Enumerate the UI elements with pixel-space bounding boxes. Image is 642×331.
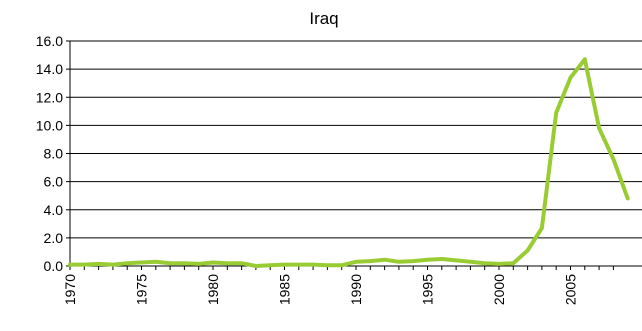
x-tick-label: 2005 — [563, 274, 579, 305]
y-tick-label: 10.0 — [36, 117, 63, 133]
y-tick-label: 8.0 — [44, 146, 64, 162]
y-tick-label: 6.0 — [44, 174, 64, 190]
chart-title: Iraq — [309, 9, 338, 28]
y-tick-label: 16.0 — [36, 33, 63, 49]
x-tick-label: 1990 — [348, 274, 364, 305]
x-tick-label: 2000 — [491, 274, 507, 305]
y-tick-labels: 0.0 2.0 4.0 6.0 8.0 10.0 12.0 14.0 16.0 — [36, 33, 63, 274]
y-tick-label: 2.0 — [44, 230, 64, 246]
gridlines — [70, 40, 642, 239]
x-tick-labels: 1970 1975 1980 1985 1990 1995 2000 2005 — [62, 274, 579, 305]
x-tick-label: 1995 — [420, 274, 436, 305]
y-tick-label: 4.0 — [44, 202, 64, 218]
y-tick-label: 14.0 — [36, 61, 63, 77]
y-tick-label: 12.0 — [36, 89, 63, 105]
x-tick-label: 1985 — [277, 274, 293, 305]
x-tick-label: 1975 — [134, 274, 150, 305]
y-tick-label: 0.0 — [44, 258, 64, 274]
series-line — [68, 57, 630, 268]
x-tick-label: 1970 — [62, 274, 78, 305]
series-layer — [68, 57, 630, 268]
x-tick-label: 1980 — [205, 274, 221, 305]
axes — [66, 40, 642, 270]
